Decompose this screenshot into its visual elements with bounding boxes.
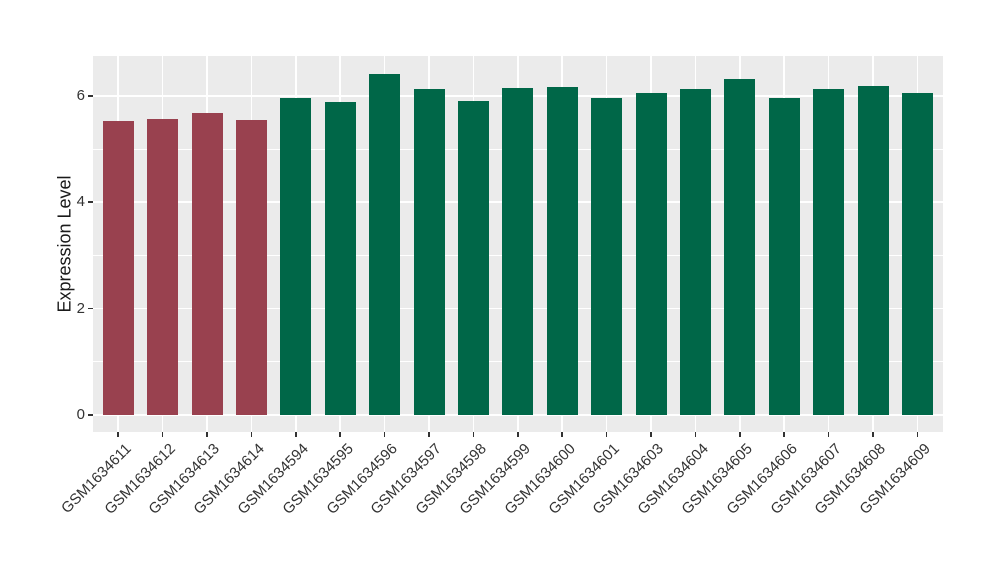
x-tick-mark	[383, 432, 386, 437]
x-tick-mark	[250, 432, 253, 437]
bar	[191, 113, 223, 415]
x-tick-mark	[206, 432, 208, 437]
bar	[901, 92, 933, 415]
bar	[591, 97, 623, 415]
bar	[235, 120, 267, 415]
x-tick-mark	[872, 432, 874, 437]
bar	[768, 97, 800, 415]
bar	[546, 86, 578, 415]
x-tick-mark	[783, 432, 785, 437]
bar	[369, 73, 401, 415]
bar	[102, 120, 134, 415]
x-tick-mark	[827, 432, 830, 437]
y-tick-mark	[88, 414, 93, 416]
y-tick-mark	[88, 95, 93, 97]
x-tick-mark	[694, 432, 697, 437]
x-tick-mark	[161, 432, 164, 437]
x-tick-mark	[605, 432, 608, 437]
x-tick-mark	[339, 432, 341, 437]
y-tick-mark	[88, 307, 93, 310]
bar	[147, 119, 179, 415]
bar	[280, 97, 312, 415]
x-tick-mark	[916, 432, 919, 437]
x-tick-mark	[561, 432, 563, 437]
x-tick-mark	[117, 432, 119, 437]
bar	[857, 86, 889, 415]
y-tick-label: 4	[76, 193, 85, 211]
x-tick-mark	[739, 432, 741, 437]
x-tick-mark	[295, 432, 297, 437]
y-tick-label: 6	[76, 86, 85, 104]
bar	[457, 101, 489, 415]
bar	[324, 101, 356, 415]
bar	[813, 88, 845, 415]
bar	[413, 88, 445, 415]
x-tick-mark	[650, 432, 652, 437]
x-tick-mark	[428, 432, 430, 437]
x-tick-mark	[472, 432, 475, 437]
y-tick-label: 0	[76, 406, 85, 423]
bar	[635, 92, 667, 415]
bar	[724, 78, 756, 415]
y-tick-mark	[88, 201, 93, 203]
bar	[679, 89, 711, 415]
x-tick-mark	[517, 432, 519, 437]
plot-panel	[93, 56, 943, 432]
y-tick-label: 2	[76, 299, 85, 317]
bar	[502, 88, 534, 415]
